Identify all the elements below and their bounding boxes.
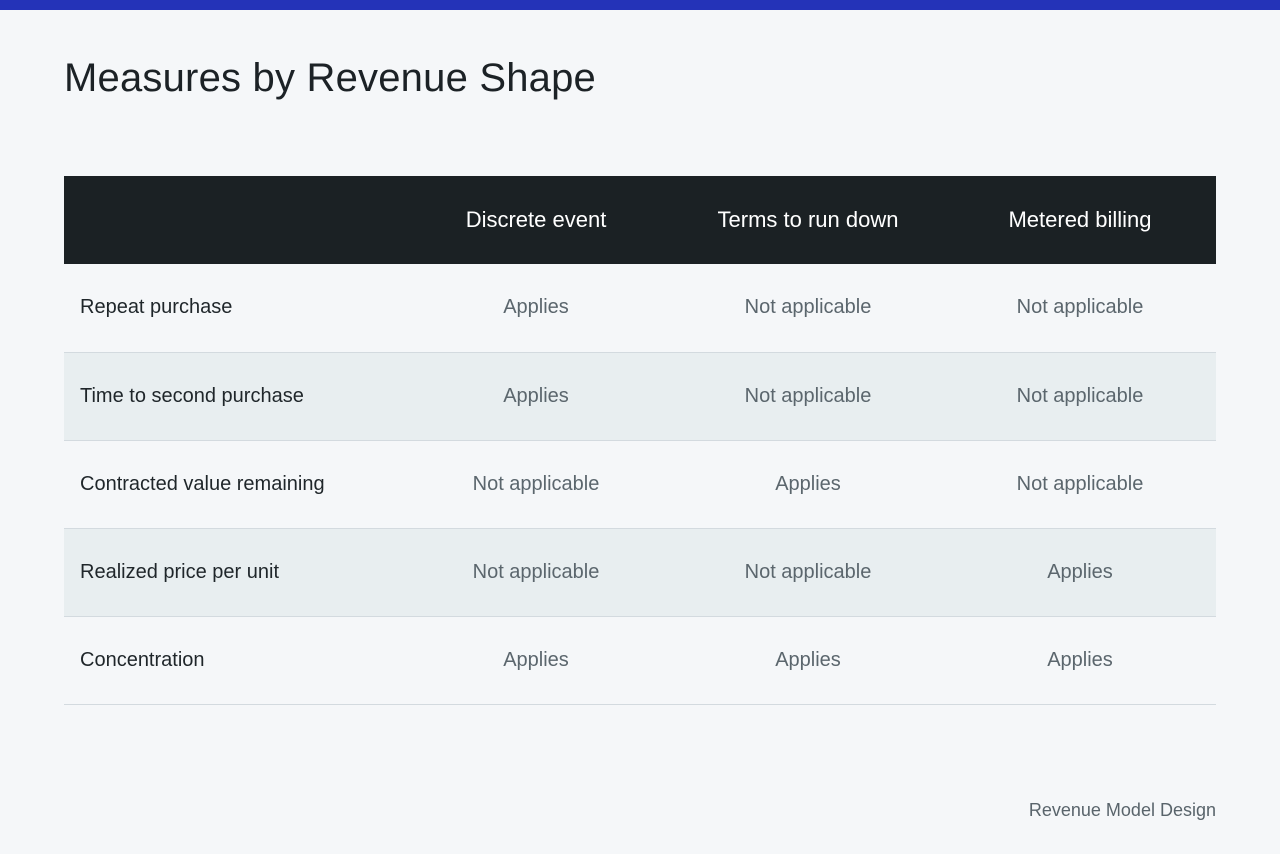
row-label: Repeat purchase xyxy=(80,296,233,319)
table-cell: Not applicable xyxy=(744,296,872,319)
row-label: Time to second purchase xyxy=(80,384,304,407)
table-row: Realized price per unit Not applicable N… xyxy=(64,528,1216,616)
row-label: Concentration xyxy=(80,648,205,671)
table-cell: Applies xyxy=(503,384,569,407)
table-cell: Not applicable xyxy=(744,384,872,407)
table-cell: Applies xyxy=(503,648,569,671)
table-cell: Not applicable xyxy=(1016,384,1144,407)
table-row: Concentration Applies Applies Applies xyxy=(64,616,1216,704)
table-cell: Applies xyxy=(775,472,841,495)
table-cell: Not applicable xyxy=(472,560,600,583)
column-header-metered-billing: Metered billing xyxy=(1008,207,1152,232)
page-title: Measures by Revenue Shape xyxy=(64,56,596,100)
table-row: Contracted value remaining Not applicabl… xyxy=(64,440,1216,528)
accent-bar xyxy=(0,0,1280,10)
table-cell: Applies xyxy=(775,648,841,671)
measures-table: Discrete event Terms to run down Metered… xyxy=(64,176,1216,705)
table-cell: Applies xyxy=(1047,560,1113,583)
column-header-terms-to-run-down: Terms to run down xyxy=(717,207,899,232)
table-cell: Not applicable xyxy=(1016,472,1144,495)
table-cell: Not applicable xyxy=(744,560,872,583)
column-header-discrete-event: Discrete event xyxy=(465,207,607,232)
row-label: Realized price per unit xyxy=(80,560,279,583)
table-row: Repeat purchase Applies Not applicable N… xyxy=(64,264,1216,352)
table-cell: Not applicable xyxy=(472,472,600,495)
table-row: Time to second purchase Applies Not appl… xyxy=(64,352,1216,440)
table-cell: Applies xyxy=(503,296,569,319)
table-cell: Applies xyxy=(1047,648,1113,671)
row-label: Contracted value remaining xyxy=(80,472,325,495)
header-row: Discrete event Terms to run down Metered… xyxy=(64,176,1216,264)
table-cell: Not applicable xyxy=(1016,296,1144,319)
header-corner xyxy=(64,176,400,264)
footer-note: Revenue Model Design xyxy=(1028,800,1216,820)
table-header: Discrete event Terms to run down Metered… xyxy=(64,176,1216,264)
table-body: Repeat purchase Applies Not applicable N… xyxy=(64,264,1216,704)
